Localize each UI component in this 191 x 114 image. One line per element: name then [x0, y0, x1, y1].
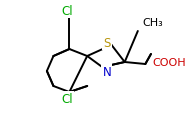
Text: COOH: COOH	[153, 57, 186, 67]
Text: CH₃: CH₃	[142, 18, 163, 28]
Text: CH₃: CH₃	[142, 18, 163, 28]
Text: COOH: COOH	[153, 57, 186, 67]
Text: N: N	[103, 65, 111, 78]
Text: S: S	[103, 36, 111, 49]
Text: N: N	[103, 65, 111, 78]
Text: Cl: Cl	[62, 4, 73, 17]
Text: Cl: Cl	[62, 93, 73, 106]
Text: Cl: Cl	[62, 4, 73, 17]
Text: Cl: Cl	[62, 93, 73, 106]
Text: S: S	[103, 36, 111, 49]
